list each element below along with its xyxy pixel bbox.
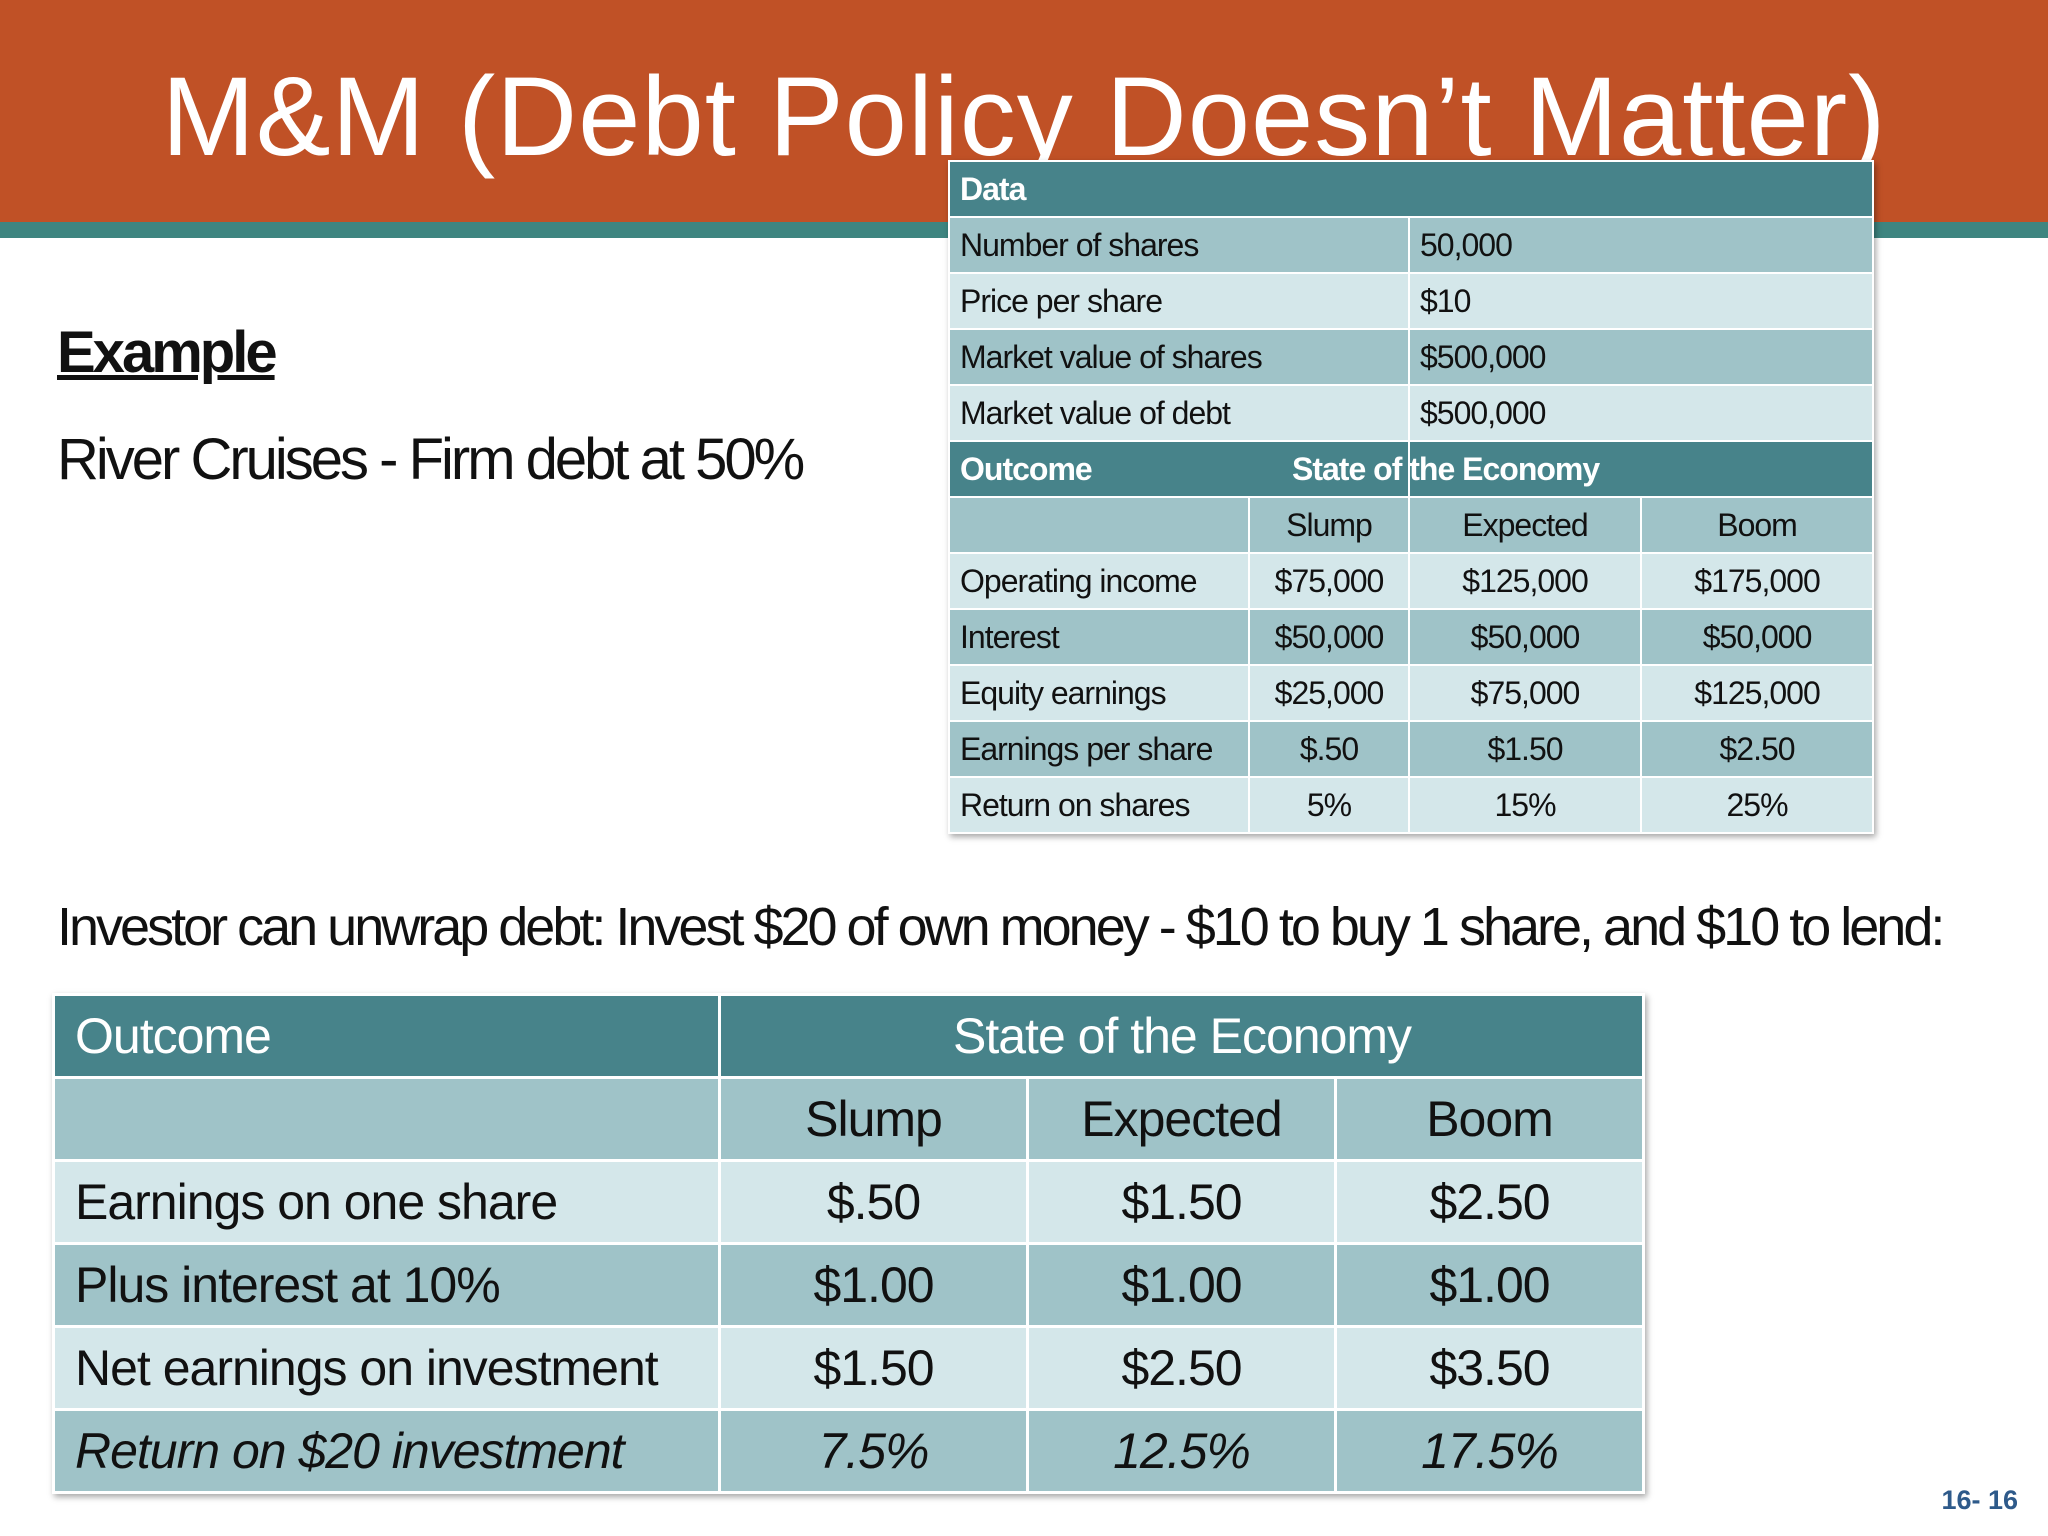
table-cell-value: 5% [1248,776,1410,834]
state-header-text: State of the Economy [1292,450,1600,487]
table-cell-value: 25% [1639,776,1875,834]
table-cell-label: Plus interest at 10% [52,1242,721,1328]
table-cell-value: $125,000 [1408,552,1642,610]
table-cell-value: 50,000 [1407,216,1875,274]
table-cell-value: $500,000 [1407,384,1875,442]
table-cell-label: Market value of debt [948,384,1410,442]
table-cell-value: 12.5% [1026,1408,1337,1494]
table-cell-value: $1.50 [718,1325,1029,1411]
table-row: Interest $50,000 $50,000 $50,000 [948,608,1875,666]
outcome-header: Outcome [948,440,1410,498]
table-row: Market value of shares $500,000 [948,328,1875,386]
table-cell-value: $25,000 [1248,664,1410,722]
table-cell-value: $10 [1407,272,1875,330]
example-subtitle: River Cruises - Firm debt at 50% [57,427,805,492]
table-cell-value: $75,000 [1248,552,1410,610]
table-row: Return on shares 5% 15% 25% [948,776,1875,834]
table-cell-value: $.50 [718,1159,1029,1245]
table-row: Slump Expected Boom [52,1076,1646,1162]
table-cell-value: $50,000 [1408,608,1642,666]
column-header-expected: Expected [1408,496,1642,554]
table-cell-value: 7.5% [718,1408,1029,1494]
table-cell-value: 15% [1408,776,1642,834]
table-cell-value: $2.50 [1333,1159,1646,1245]
table-cell-label: Equity earnings [948,664,1250,722]
table-cell-value: $.50 [1248,720,1410,778]
column-header-slump: Slump [718,1076,1029,1162]
table-row: Earnings per share $.50 $1.50 $2.50 [948,720,1875,778]
table-cell-value: $1.50 [1026,1159,1337,1245]
page-number: 16- 16 [1941,1485,2018,1515]
table-cell-value: $1.00 [1026,1242,1337,1328]
state-header-text: State of the Economy [953,1008,1412,1064]
state-of-economy-header: State of the Economy [717,993,1646,1079]
table-row: Operating income $75,000 $125,000 $175,0… [948,552,1875,610]
table-cell-value: $2.50 [1639,720,1875,778]
table-cell-label: Return on $20 investment [52,1408,721,1494]
firm-data-table: Data Number of shares 50,000 Price per s… [947,160,1875,834]
table-cell-label: Price per share [948,272,1410,330]
table-row: Outcome State of the Economy [948,440,1875,498]
table-cell-empty [948,496,1250,554]
table-row: Equity earnings $25,000 $75,000 $125,000 [948,664,1875,722]
table-cell-value: $1.00 [1333,1242,1646,1328]
table-cell-label: Net earnings on investment [52,1325,721,1411]
table-row: Net earnings on investment $1.50 $2.50 $… [52,1325,1646,1411]
table-cell-value: $2.50 [1026,1325,1337,1411]
table-cell-label: Number of shares [948,216,1410,274]
table-row: Number of shares 50,000 [948,216,1875,274]
table-cell-value: $125,000 [1639,664,1875,722]
table-row: Return on $20 investment 7.5% 12.5% 17.5… [52,1408,1646,1494]
table-cell-value: $175,000 [1639,552,1875,610]
table-row: Price per share $10 [948,272,1875,330]
state-of-economy-header: State of the Economy [1292,440,1875,498]
data-header: Data [947,160,1875,218]
outcome-header-text: Outcome [960,450,1093,487]
example-heading: Example [57,320,278,385]
table-row: Data [947,160,1875,218]
table-cell-label: Earnings on one share [52,1159,721,1245]
table-row: Earnings on one share $.50 $1.50 $2.50 [52,1159,1646,1245]
table-cell-value: $1.50 [1408,720,1642,778]
table-cell-value: 17.5% [1333,1408,1646,1494]
column-header-expected: Expected [1026,1076,1337,1162]
table-cell-value: $50,000 [1248,608,1410,666]
table-cell-label: Operating income [948,552,1250,610]
table-row: Outcome State of the Economy [52,993,1646,1079]
table-cell-value: $75,000 [1408,664,1642,722]
outcome-header: Outcome [52,993,721,1079]
column-header-slump: Slump [1248,496,1410,554]
table-cell-label: Interest [948,608,1250,666]
table-cell-label: Earnings per share [948,720,1250,778]
table-cell-value: $50,000 [1639,608,1875,666]
investor-returns-table: Outcome State of the Economy Slump Expec… [52,993,1646,1494]
table-cell-value: $3.50 [1333,1325,1646,1411]
table-row: Plus interest at 10% $1.00 $1.00 $1.00 [52,1242,1646,1328]
investor-unwrap-text: Investor can unwrap debt: Invest $20 of … [57,897,1945,957]
table-row: Market value of debt $500,000 [948,384,1875,442]
table-cell-label: Market value of shares [948,328,1410,386]
table-row: Slump Expected Boom [948,496,1875,554]
table-cell-value: $1.00 [718,1242,1029,1328]
table-cell-empty [52,1076,721,1162]
table-cell-value: $500,000 [1407,328,1875,386]
slide-title: M&M (Debt Policy Doesn’t Matter) [161,54,1887,179]
table-cell-label: Return on shares [948,776,1250,834]
column-header-boom: Boom [1333,1076,1646,1162]
column-header-boom: Boom [1639,496,1875,554]
